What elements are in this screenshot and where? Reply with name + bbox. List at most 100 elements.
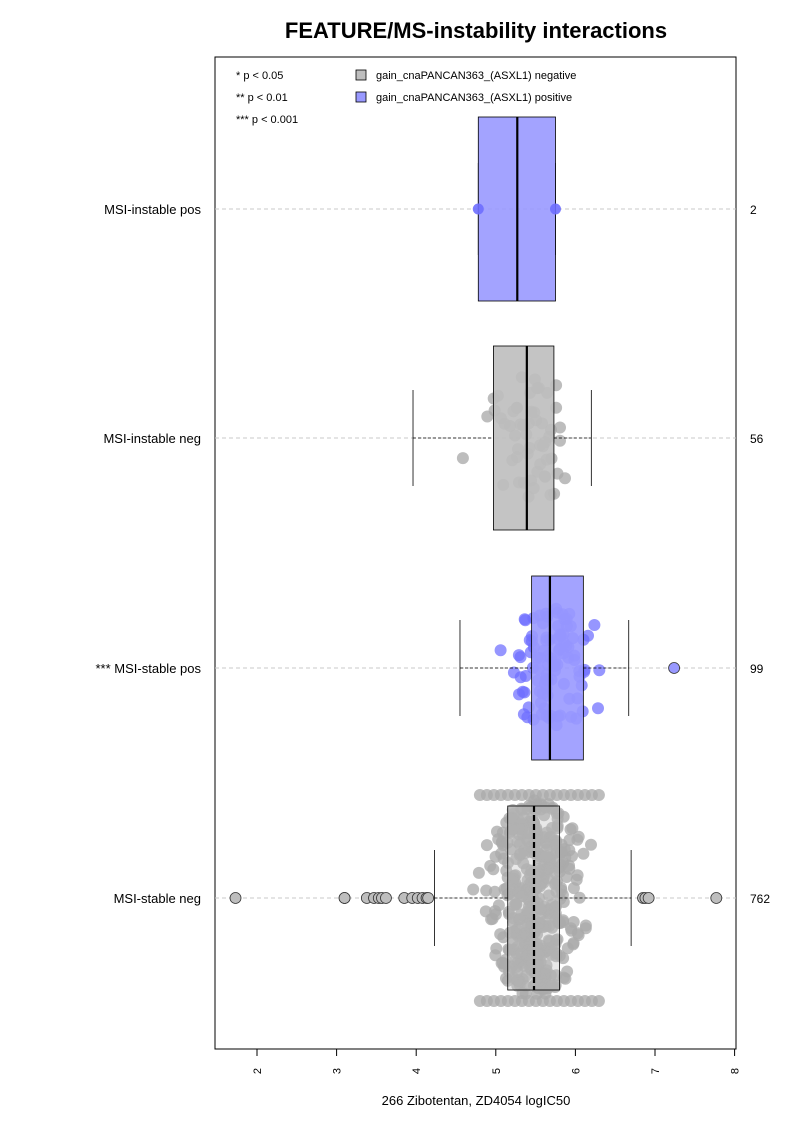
swarm-point [518, 686, 531, 699]
legend: * p < 0.05 ** p < 0.01 *** p < 0.001 gain_c… [236, 69, 576, 126]
swarm-point [557, 916, 570, 929]
count-label: 99 [750, 662, 764, 676]
swarm-point [567, 937, 580, 949]
swarm-point [533, 974, 546, 987]
swarm-point [593, 664, 606, 677]
box [493, 345, 555, 531]
outlier-point [668, 662, 681, 674]
significance-note: *** p < 0.001 [236, 114, 298, 126]
swarm-point [514, 651, 527, 664]
swarm-point [582, 629, 594, 642]
x-tick-label: 3 [332, 1068, 344, 1074]
swarm-point [557, 896, 570, 908]
swarm-point [542, 934, 555, 947]
swarm-point [511, 974, 524, 987]
category-labels: MSI-instable pos 2 MSI-instable neg 56 *** M… [96, 202, 771, 906]
chart-title: FEATURE/MS-instability interactions [285, 18, 667, 43]
swarm-point [554, 421, 566, 434]
swarm-point [480, 839, 493, 852]
swarm-point [529, 804, 542, 817]
swarm-point [533, 916, 546, 929]
swarm-point [467, 883, 480, 896]
swarm-point [505, 813, 518, 826]
swarm-point [497, 852, 510, 865]
swarm-point [511, 956, 524, 969]
swarm-point [514, 847, 527, 860]
swarm-point [571, 869, 584, 882]
swarm-point [551, 933, 564, 946]
swarm-point [500, 972, 512, 985]
swarm-point [456, 452, 469, 465]
swarm-point [534, 880, 547, 893]
swarm-point [577, 847, 590, 860]
significance-note: * p < 0.05 [236, 70, 283, 82]
swarm-point [484, 859, 497, 872]
category-label: MSI-stable neg [114, 891, 201, 906]
swarm-point [585, 838, 597, 851]
legend-label: gain_cnaPANCAN363_(ASXL1) positive [376, 92, 572, 104]
swarm-point [572, 830, 585, 843]
x-axis-label: 266 Zibotentan, ZD4054 logIC50 [382, 1093, 571, 1108]
swarm-point [514, 671, 527, 684]
swarm-point [523, 827, 536, 840]
significance-note: ** p < 0.01 [236, 92, 288, 104]
category-label: *** MSI-stable pos [96, 661, 202, 676]
swarm-point [579, 919, 592, 932]
swarm-point [559, 472, 571, 485]
swarm-point [561, 965, 574, 978]
x-tick-label: 7 [650, 1068, 662, 1074]
swarm-point [488, 885, 501, 898]
data-point [550, 203, 561, 215]
count-label: 2 [750, 203, 757, 217]
outlier-point [710, 892, 723, 904]
swarm-point [557, 810, 570, 823]
data-point [472, 203, 484, 215]
swarm-point [542, 905, 555, 918]
outlier-point [380, 892, 392, 904]
box [531, 575, 584, 761]
swarm-point [549, 835, 562, 848]
category-label: MSI-instable neg [103, 431, 201, 446]
count-label: 762 [750, 892, 770, 906]
swarm-point [511, 965, 524, 978]
swarm-point [506, 935, 519, 948]
swarm-point [588, 619, 601, 631]
swarm-point [472, 866, 485, 879]
swarm-point [502, 905, 515, 918]
swarm-point [513, 838, 526, 851]
swarm-point [494, 644, 507, 657]
x-tick-label: 8 [730, 1068, 742, 1074]
outlier-point [422, 892, 435, 904]
swarm-point [506, 823, 518, 836]
x-tick-label: 4 [411, 1068, 423, 1074]
swarm-point [522, 906, 535, 919]
legend-swatch [355, 69, 367, 81]
count-label: 56 [750, 432, 764, 446]
x-tick-label: 2 [252, 1068, 264, 1074]
legend-swatch [355, 91, 367, 103]
outlier-points [229, 203, 723, 904]
swarm-point [515, 947, 528, 960]
swarm-point [494, 928, 507, 941]
swarm-point [592, 789, 605, 801]
outlier-point [229, 892, 242, 904]
swarm-point [490, 942, 503, 955]
outlier-point [642, 892, 655, 904]
x-axis: 2 3 4 5 6 7 8 [252, 1048, 742, 1074]
swarm-point [512, 886, 525, 899]
outlier-point [338, 892, 351, 904]
boxes [412, 116, 632, 991]
swarm-point [507, 925, 520, 938]
swarm-point [546, 801, 559, 814]
swarm-point [486, 912, 499, 925]
swarm-point [540, 850, 553, 863]
swarm-point [563, 862, 576, 875]
swarm-point [592, 702, 604, 715]
swarm-point [521, 711, 534, 724]
swarm-point [551, 819, 564, 832]
swarm-point [554, 434, 566, 447]
swarm-point [495, 957, 508, 970]
swarm-point [558, 843, 571, 856]
swarm-point [563, 834, 576, 846]
